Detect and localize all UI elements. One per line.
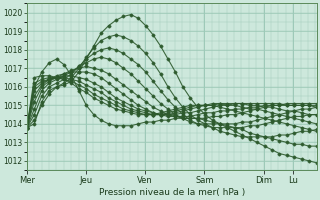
X-axis label: Pression niveau de la mer( hPa ): Pression niveau de la mer( hPa ) — [99, 188, 245, 197]
